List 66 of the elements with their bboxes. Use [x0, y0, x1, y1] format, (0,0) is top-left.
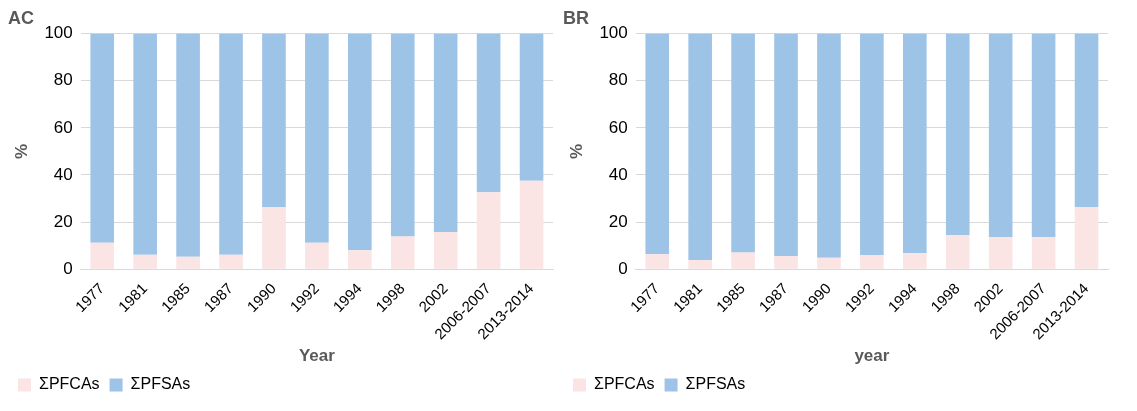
bar	[1031, 237, 1056, 269]
y-axis-title: %	[11, 143, 31, 159]
bar	[903, 253, 927, 269]
bar	[133, 254, 157, 269]
bar	[305, 242, 329, 269]
bar	[945, 33, 970, 236]
bar	[774, 33, 798, 256]
bar	[176, 33, 200, 257]
x-axis-title: Year	[298, 346, 336, 366]
y-tick-label: 80	[53, 70, 73, 90]
y-tick-label: 0	[63, 258, 73, 278]
y-tick-label: 100	[44, 23, 73, 43]
bar	[476, 33, 501, 193]
bar	[219, 254, 243, 269]
bar	[519, 180, 544, 269]
y-tick-label: 20	[608, 211, 628, 231]
bar	[262, 206, 286, 269]
bar	[219, 33, 243, 255]
legend-label: ΣPFCAs	[39, 375, 100, 393]
y-tick-label: 0	[618, 258, 628, 278]
bar	[390, 33, 415, 237]
bar	[688, 259, 712, 269]
bar	[305, 33, 329, 243]
bar	[860, 33, 884, 256]
bar	[1074, 206, 1099, 269]
bar	[988, 33, 1013, 237]
legend-label: ΣPFSAs	[130, 375, 191, 393]
y-axis-title: %	[566, 143, 586, 159]
bar	[860, 255, 884, 269]
bar	[688, 33, 712, 260]
chart-title: AC	[8, 7, 34, 28]
y-tick-label: 20	[53, 211, 73, 231]
bar	[1074, 33, 1099, 207]
bar	[348, 33, 372, 251]
bar	[903, 33, 927, 254]
y-tick-label: 80	[608, 70, 628, 90]
bar	[817, 257, 841, 269]
bar	[817, 33, 841, 258]
y-tick-label: 40	[53, 164, 73, 184]
bar	[774, 255, 798, 269]
bar	[645, 254, 670, 269]
x-axis-title: year	[854, 346, 890, 366]
y-tick-label: 100	[599, 23, 628, 43]
bar	[176, 256, 200, 269]
y-tick-label: 40	[608, 164, 628, 184]
bar	[348, 250, 372, 269]
y-tick-label: 60	[608, 117, 628, 137]
bar	[988, 236, 1013, 269]
bar	[433, 33, 458, 232]
bar	[262, 33, 286, 207]
bar	[433, 231, 458, 269]
bar	[90, 242, 115, 269]
y-tick-label: 60	[53, 117, 73, 137]
bar	[945, 235, 970, 269]
bar	[731, 33, 755, 253]
chart-title: BR	[563, 7, 589, 28]
bar	[645, 33, 670, 255]
bar	[90, 33, 115, 243]
bar	[390, 236, 415, 269]
bar	[519, 33, 544, 181]
bar	[476, 192, 501, 269]
bar	[1031, 33, 1056, 238]
bar	[133, 33, 157, 255]
bar	[731, 252, 755, 269]
legend-label: ΣPFCAs	[594, 375, 655, 393]
legend-label: ΣPFSAs	[685, 375, 746, 393]
